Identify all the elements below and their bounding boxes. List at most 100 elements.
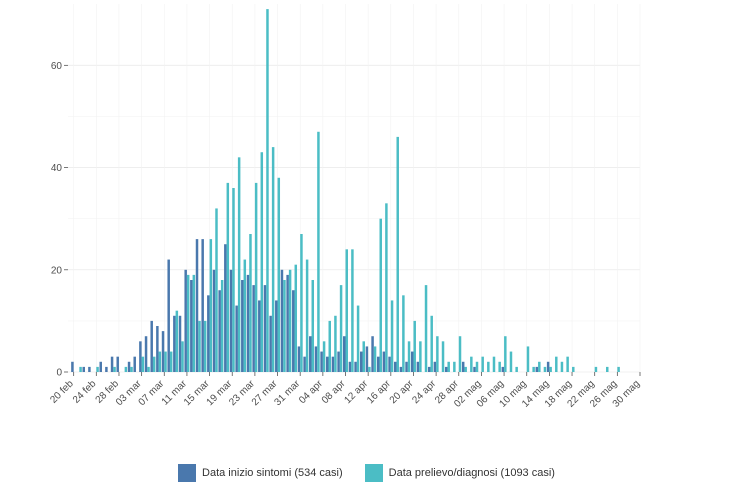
bar-onset (195, 239, 199, 372)
bar-diagnosis (538, 361, 541, 372)
grid-lines (68, 4, 641, 373)
x-tick-label: 12 apr (342, 378, 370, 406)
bar-diagnosis (158, 351, 162, 372)
bar-diagnosis (328, 320, 331, 372)
bar-onset (161, 331, 165, 372)
bar-diagnosis (453, 361, 456, 372)
bar-onset (178, 315, 182, 372)
bar-diagnosis (271, 147, 275, 372)
bar-diagnosis (492, 356, 496, 372)
bars (71, 9, 620, 373)
legend-swatch-diagnosis (364, 464, 383, 482)
bar-onset (399, 366, 403, 372)
bar-diagnosis (243, 259, 247, 372)
bar-diagnosis (203, 320, 207, 372)
bar-onset (405, 361, 408, 372)
bar-onset (144, 336, 148, 372)
bar-onset (354, 361, 357, 372)
bar-onset (235, 305, 238, 372)
bar-onset (246, 274, 250, 372)
bar-onset (501, 366, 505, 372)
bar-onset (320, 351, 323, 372)
bar-diagnosis (266, 9, 269, 373)
y-tick-label: 0 (56, 368, 62, 379)
bar-diagnosis (96, 366, 99, 372)
bar-diagnosis (436, 336, 439, 372)
bar-diagnosis (458, 336, 462, 372)
legend-label-onset: Data inizio sintomi (534 casi) (202, 467, 343, 479)
bar-diagnosis (481, 356, 484, 372)
bar-onset (275, 300, 278, 372)
bar-diagnosis (130, 366, 133, 372)
bar-diagnosis (555, 356, 558, 372)
bar-diagnosis (283, 280, 286, 372)
bar-diagnosis (192, 274, 196, 372)
bar-onset (371, 336, 374, 372)
bar-diagnosis (294, 264, 298, 372)
bar-onset (280, 269, 284, 372)
bar-onset (116, 356, 119, 372)
bar-onset (88, 366, 91, 372)
bar-onset (218, 290, 221, 372)
bar-diagnosis (79, 366, 82, 372)
bar-onset (82, 366, 85, 372)
bar-diagnosis (164, 351, 167, 372)
bar-onset (184, 269, 187, 372)
bar-onset (258, 300, 261, 372)
bar-onset (444, 366, 448, 372)
bar-diagnosis (186, 274, 190, 372)
bar-onset (241, 280, 244, 372)
bar-diagnosis (464, 366, 467, 372)
bar-onset (173, 315, 176, 372)
bar-onset (127, 361, 131, 372)
bar-diagnosis (379, 218, 382, 372)
bar-diagnosis (220, 280, 224, 372)
bar-onset (99, 361, 102, 372)
bar-onset (343, 336, 346, 372)
bar-diagnosis (300, 234, 303, 372)
bar-onset (365, 346, 369, 372)
y-tick-label: 20 (51, 265, 63, 276)
bar-diagnosis (169, 351, 173, 372)
bar-diagnosis (249, 234, 252, 372)
bar-onset (156, 326, 159, 372)
x-tick-label: 20 apr (388, 378, 416, 406)
legend: Data inizio sintomi (534 casi) Data prel… (0, 462, 733, 484)
bar-diagnosis (368, 366, 371, 372)
bar-diagnosis (373, 346, 377, 372)
bar-diagnosis (543, 366, 547, 372)
bar-diagnosis (402, 295, 405, 372)
bar-diagnosis (424, 285, 428, 372)
bar-onset (224, 244, 227, 372)
bar-diagnosis (447, 361, 450, 372)
bar-onset (252, 285, 255, 372)
bar-onset (546, 361, 550, 372)
bar-onset (416, 361, 420, 372)
bar-diagnosis (413, 320, 416, 372)
bar-diagnosis (419, 341, 422, 372)
bar-onset (348, 361, 352, 372)
bar-diagnosis (305, 259, 309, 372)
bar-diagnosis (617, 366, 620, 372)
bar-diagnosis (181, 341, 184, 372)
bar-diagnosis (606, 366, 609, 372)
bar-diagnosis (498, 361, 501, 372)
y-tick-label: 40 (51, 163, 63, 174)
bar-onset (309, 336, 312, 372)
bar-diagnosis (509, 351, 513, 372)
x-tick-label: 08 apr (320, 378, 348, 406)
x-tick-label: 20 feb (48, 378, 76, 406)
bar-diagnosis (198, 320, 201, 372)
bar-diagnosis (532, 366, 535, 372)
bar-onset (269, 315, 272, 372)
bar-onset (337, 351, 340, 372)
x-tick-label: 16 apr (365, 378, 393, 406)
bar-diagnosis (317, 131, 320, 372)
bar-diagnosis (277, 177, 281, 372)
bar-diagnosis (147, 366, 150, 372)
bar-diagnosis (356, 305, 360, 372)
bar-onset (110, 356, 114, 372)
bar-onset (105, 366, 108, 372)
